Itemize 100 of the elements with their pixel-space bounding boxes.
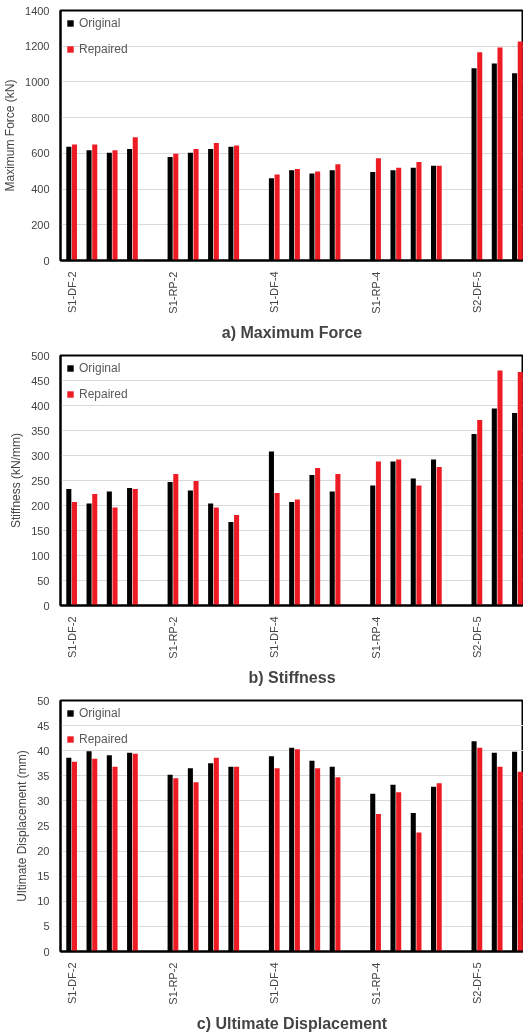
y-tick-label: 600 xyxy=(31,147,50,160)
y-tick-label: 0 xyxy=(43,254,50,267)
bar xyxy=(71,144,78,261)
bar xyxy=(497,370,503,606)
y-tick-label: 800 xyxy=(31,111,50,124)
y-tick-label: 500 xyxy=(31,349,50,362)
x-tick-label: S1-RP-2 xyxy=(166,271,179,314)
y-tick-label: 50 xyxy=(37,694,50,707)
bar xyxy=(416,832,422,952)
y-tick-label: 450 xyxy=(31,374,50,387)
y-tick-label: 10 xyxy=(37,895,50,908)
bar xyxy=(396,167,402,261)
legend-label: Repaired xyxy=(79,42,128,56)
y-tick-label: 45 xyxy=(37,719,50,732)
bar xyxy=(436,467,442,606)
x-tick-label: S2-DF-5 xyxy=(470,962,483,1005)
x-tick-label: S2-DF-5 xyxy=(470,616,483,659)
bar xyxy=(274,493,280,606)
text: c) Ultimate Displacement xyxy=(196,1014,388,1032)
x-tick-label: S1-DF-4 xyxy=(268,962,281,1005)
bar xyxy=(517,41,523,261)
y-tick-label: 20 xyxy=(37,845,50,858)
x-tick-label: S1-DF-4 xyxy=(268,271,281,314)
legend-label: Repaired xyxy=(79,387,128,401)
x-tick-label: S1-RP-2 xyxy=(166,616,179,659)
bar xyxy=(274,174,280,261)
x-tick-label: S2-DF-5 xyxy=(470,271,483,314)
bar xyxy=(294,749,300,952)
bar xyxy=(294,499,300,606)
bar xyxy=(71,761,78,952)
bar xyxy=(71,502,78,606)
y-tick-label: 40 xyxy=(37,744,50,757)
text: a) Maximum Force xyxy=(221,323,363,341)
bar xyxy=(315,468,321,606)
bar xyxy=(517,372,523,606)
bar xyxy=(173,153,179,261)
legend-label: Original xyxy=(79,706,121,720)
y-axis-title: Maximum Force (kN) xyxy=(3,79,18,192)
bar xyxy=(92,758,98,952)
bar xyxy=(213,757,219,952)
y-tick-label: 1400 xyxy=(25,4,50,17)
x-tick-label: S1-RP-4 xyxy=(369,962,382,1005)
bar xyxy=(335,777,341,952)
bar xyxy=(497,766,503,952)
bar xyxy=(234,145,240,261)
bar xyxy=(92,144,98,261)
y-tick-label: 0 xyxy=(43,945,50,958)
bar xyxy=(396,792,402,952)
y-tick-label: 35 xyxy=(37,769,50,782)
bar xyxy=(213,143,219,261)
bar xyxy=(193,782,199,952)
bar xyxy=(173,778,179,952)
y-tick-label: 300 xyxy=(31,449,50,462)
y-tick-label: 400 xyxy=(31,183,50,196)
bar xyxy=(416,161,422,261)
bar xyxy=(375,813,381,952)
y-tick-label: 5 xyxy=(43,920,50,933)
bar xyxy=(396,459,402,606)
bar xyxy=(477,747,483,952)
bar xyxy=(436,783,442,952)
y-tick-label: 200 xyxy=(31,218,50,231)
y-tick-label: 400 xyxy=(31,399,50,412)
bar xyxy=(112,507,118,606)
x-tick-label: S1-RP-2 xyxy=(166,962,179,1005)
y-tick-label: 30 xyxy=(37,794,50,807)
bar xyxy=(477,420,483,606)
bar xyxy=(234,515,240,606)
y-tick-label: 15 xyxy=(37,870,50,883)
bar xyxy=(294,169,300,261)
bar xyxy=(477,52,483,261)
y-tick-label: 100 xyxy=(31,549,50,562)
y-tick-label: 25 xyxy=(37,820,50,832)
bar xyxy=(315,768,321,952)
bar xyxy=(112,766,118,952)
bar xyxy=(213,507,219,606)
x-tick-label: S1-RP-4 xyxy=(369,271,382,314)
x-tick-label: S1-DF-2 xyxy=(65,616,78,659)
bar xyxy=(517,771,523,952)
bar xyxy=(132,137,138,261)
bar xyxy=(375,158,381,261)
y-tick-label: 1200 xyxy=(25,40,50,53)
y-axis-title: Stiffness (kN/mm) xyxy=(9,432,24,529)
bar xyxy=(132,753,138,952)
bar xyxy=(274,768,280,952)
y-tick-label: 50 xyxy=(37,574,50,587)
bar xyxy=(335,164,341,261)
text: b) Stiffness xyxy=(248,668,336,686)
bar xyxy=(92,494,98,606)
bar xyxy=(436,165,442,261)
legend-label: Original xyxy=(79,361,121,375)
legend-label: Repaired xyxy=(79,732,128,746)
bar xyxy=(234,766,240,952)
x-tick-label: S1-DF-4 xyxy=(268,616,281,659)
x-tick-label: S1-DF-2 xyxy=(65,962,78,1005)
bar xyxy=(173,474,179,606)
x-tick-label: S1-RP-4 xyxy=(369,616,382,659)
x-tick-label: S1-DF-2 xyxy=(65,271,78,314)
y-tick-label: 200 xyxy=(31,499,50,512)
y-tick-label: 350 xyxy=(31,424,50,437)
bar xyxy=(416,485,422,606)
